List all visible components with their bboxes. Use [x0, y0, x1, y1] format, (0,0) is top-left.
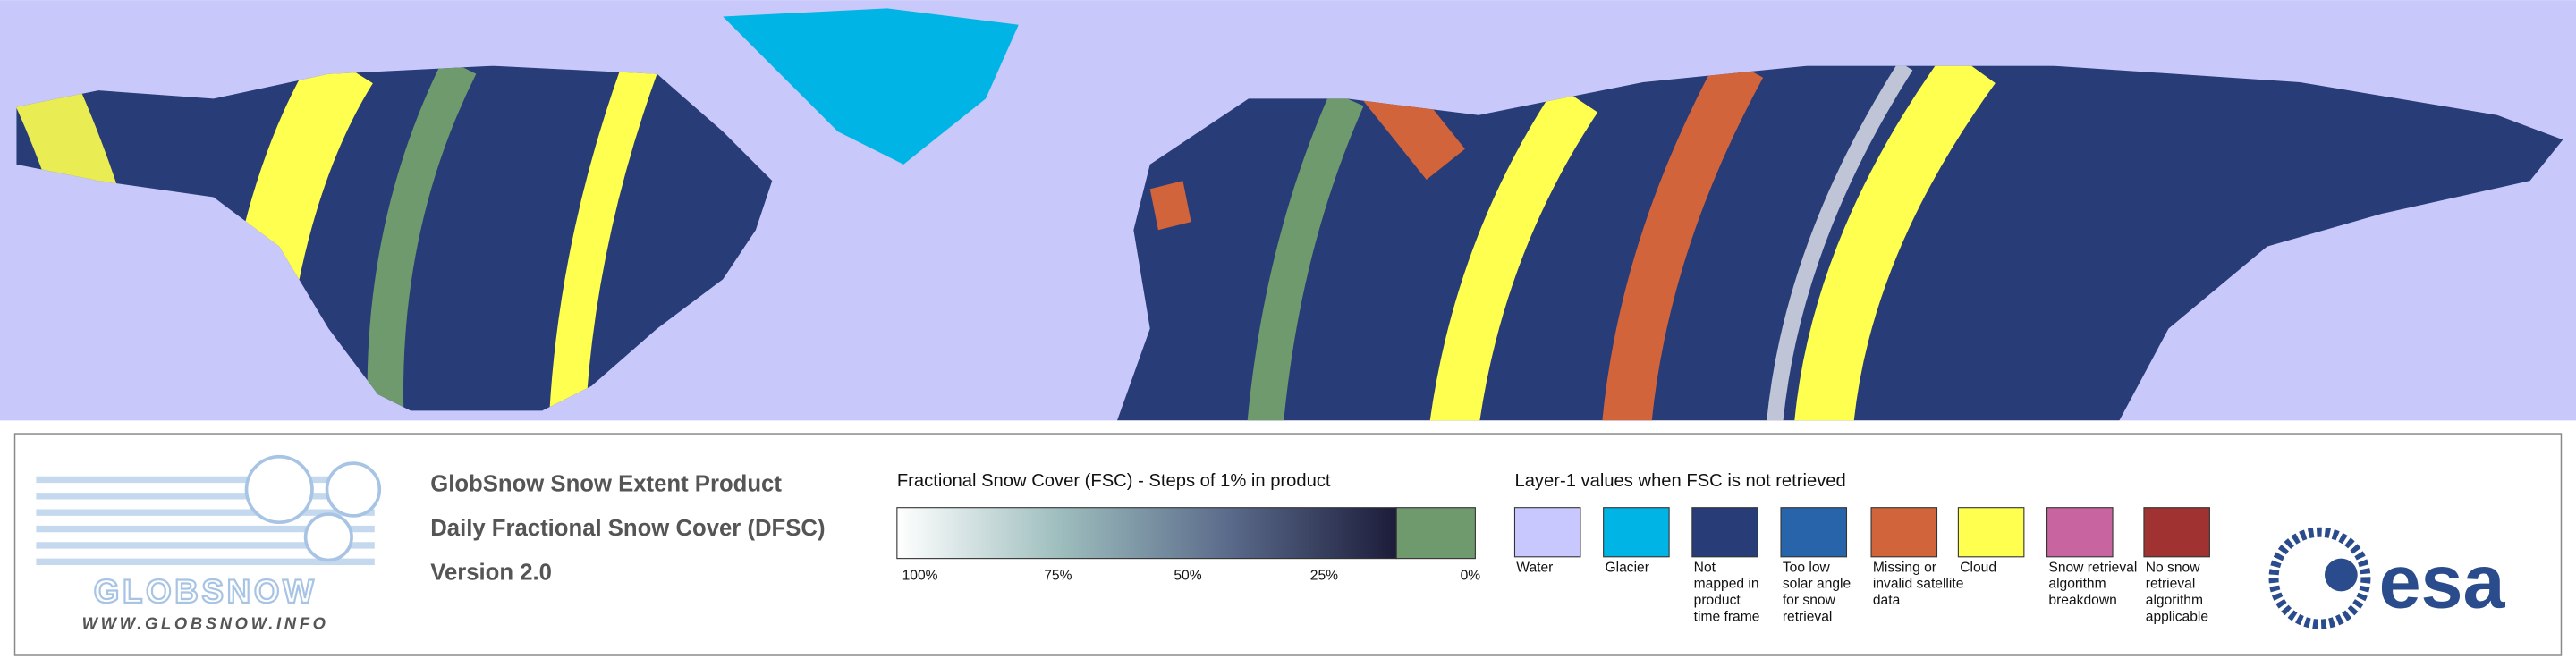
logo-url: WWW.GLOBSNOW.INFO [82, 614, 329, 633]
layer-swatch [1780, 507, 1848, 558]
fsc-zero-swatch [1395, 507, 1476, 560]
layer-label: solar angle [1783, 577, 1851, 592]
greenland [723, 8, 1019, 165]
layer-label: algorithm [2146, 593, 2203, 608]
layer-label: applicable [2146, 609, 2208, 624]
layer-swatch [1870, 507, 1938, 558]
layer-label: for snow [1783, 593, 1836, 608]
layer-swatch [1691, 507, 1758, 558]
layer-label: Glacier [1605, 560, 1648, 575]
layer-swatch [1603, 507, 1670, 558]
fsc-tick-label: 100% [902, 569, 938, 584]
fsc-tick-label: 75% [1044, 569, 1072, 584]
layer-label: retrieval [2146, 577, 2196, 592]
product-subtitle: Daily Fractional Snow Cover (DFSC) [430, 516, 825, 541]
layer-swatch [1957, 507, 2025, 558]
layer-label: Cloud [1960, 560, 1996, 575]
layer-label: invalid satellite [1873, 577, 1964, 592]
layer-label: Snow retrieval [2048, 560, 2137, 575]
fsc-tick-label: 25% [1310, 569, 1338, 584]
globsnow-logo: GLOBSNOW WWW.GLOBSNOW.INFO [36, 454, 382, 633]
fsc-tick-label: 50% [1174, 569, 1201, 584]
layer-title: Layer-1 values when FSC is not retrieved [1514, 471, 1845, 491]
layer-label: Water [1516, 560, 1553, 575]
fsc-colorbar [896, 507, 1397, 560]
product-title: GlobSnow Snow Extent Product [430, 471, 782, 496]
layer-label: time frame [1694, 609, 1760, 624]
esa-text: esa [2379, 540, 2506, 624]
layer-label: product [1694, 593, 1741, 608]
esa-logo: esa [2268, 527, 2506, 629]
layer-label: data [1873, 593, 1901, 608]
layer-label: Missing or [1873, 560, 1936, 575]
layer-swatch [2046, 507, 2114, 558]
layer-label: breakdown [2048, 593, 2116, 608]
layer-label: retrieval [1783, 609, 1833, 624]
logo-name: GLOBSNOW [94, 573, 318, 610]
land [16, 65, 2563, 421]
layer-swatch [1513, 507, 1581, 558]
layer-label: Too low [1783, 560, 1831, 575]
fsc-tick-label: 0% [1461, 569, 1481, 584]
layer-label: algorithm [2048, 577, 2106, 592]
layer-label: Not [1694, 560, 1716, 575]
fsc-title: Fractional Snow Cover (FSC) - Steps of 1… [897, 471, 1331, 491]
product-version: Version 2.0 [430, 561, 552, 586]
layer-swatch [2143, 507, 2210, 558]
uk [1149, 181, 1191, 231]
layer-label: mapped in [1694, 577, 1759, 592]
layer-label: No snow [2146, 560, 2200, 575]
